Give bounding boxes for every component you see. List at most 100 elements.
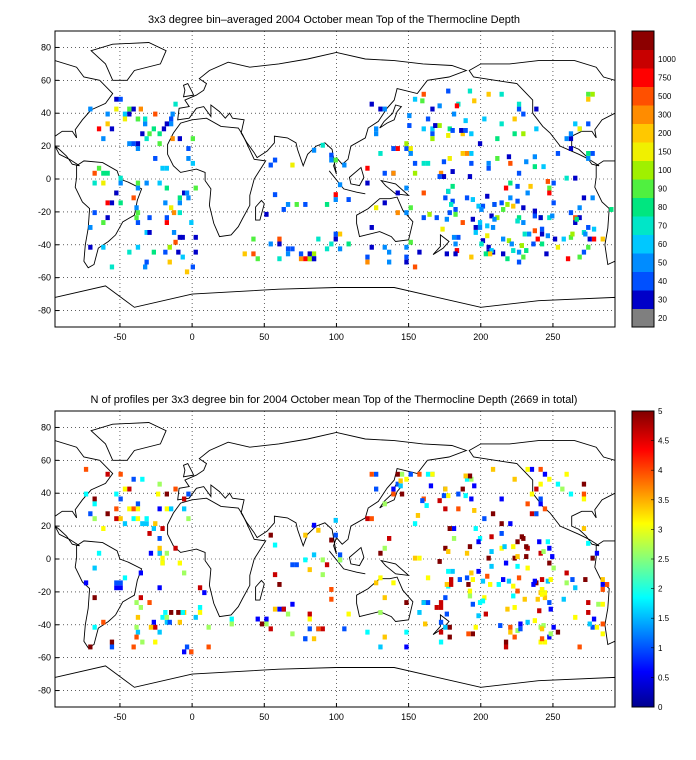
- bin-cell: [118, 496, 123, 502]
- bin-cell: [143, 116, 148, 122]
- bin-cell: [122, 116, 128, 122]
- colorbar-swatch: [632, 68, 654, 87]
- bin-cell: [485, 193, 490, 199]
- coastline: [74, 540, 143, 649]
- y-tick-label: -60: [38, 653, 51, 663]
- bin-cell: [374, 580, 379, 586]
- bin-cell: [499, 545, 504, 551]
- bin-cell: [164, 185, 169, 191]
- bin-cell: [542, 506, 548, 512]
- bin-cell: [486, 555, 491, 561]
- coastline: [379, 559, 410, 577]
- colorbar-swatch: [632, 216, 654, 235]
- bin-cell: [346, 241, 351, 247]
- bin-cell: [153, 639, 158, 645]
- bin-cell: [298, 251, 304, 257]
- x-tick-label: 50: [259, 332, 269, 342]
- bin-cell: [600, 587, 605, 592]
- y-tick-label: 60: [41, 455, 51, 465]
- bin-cell: [515, 539, 520, 545]
- coastline: [328, 550, 366, 575]
- bin-cell: [135, 185, 141, 191]
- bin-cell: [586, 96, 591, 102]
- bin-cell: [460, 220, 465, 225]
- bin-cell: [437, 103, 442, 109]
- bin-cell: [398, 478, 403, 484]
- coastline: [90, 422, 167, 461]
- bin-cell: [333, 157, 338, 163]
- x-tick-label: 150: [401, 712, 416, 722]
- bin-cell: [489, 534, 494, 540]
- bin-cell: [508, 195, 513, 201]
- bin-cell: [173, 101, 178, 107]
- bin-cell: [502, 544, 507, 550]
- bin-cell: [365, 254, 370, 260]
- bin-cell: [268, 532, 273, 538]
- bin-cell: [190, 136, 195, 142]
- bin-cell: [450, 183, 455, 189]
- bin-cell: [586, 540, 591, 546]
- bin-cell: [303, 636, 308, 642]
- y-tick-label: 60: [41, 75, 51, 85]
- bin-cell: [307, 567, 312, 573]
- colorbar-label: 1.5: [658, 614, 670, 623]
- bin-cell: [157, 629, 162, 635]
- bin-cell: [144, 136, 149, 142]
- bin-cell: [277, 256, 282, 262]
- bin-cell: [529, 466, 535, 472]
- bin-cell: [337, 182, 343, 188]
- bin-cell: [320, 572, 325, 578]
- bin-cell: [177, 136, 182, 142]
- bin-cell: [437, 174, 442, 179]
- bin-cell: [489, 549, 494, 554]
- bin-cell: [438, 639, 444, 645]
- bin-cell: [251, 251, 256, 257]
- bin-cell: [424, 503, 429, 508]
- bin-cell: [539, 241, 545, 247]
- bin-cell: [92, 496, 97, 502]
- bin-cell: [532, 164, 537, 170]
- bin-cell: [311, 251, 317, 257]
- bin-cell: [420, 498, 425, 504]
- bin-cell: [573, 585, 578, 591]
- bin-cell: [505, 606, 510, 612]
- bin-cell: [483, 611, 488, 617]
- bin-cell: [365, 516, 370, 522]
- bin-cell: [499, 521, 504, 527]
- coastline: [255, 579, 265, 601]
- bin-cell: [298, 256, 304, 262]
- bin-cell: [307, 256, 312, 262]
- bin-cell: [451, 536, 457, 541]
- bin-cell: [525, 466, 530, 472]
- bin-cell: [568, 136, 574, 142]
- bin-cell: [542, 471, 548, 477]
- x-tick-label: 200: [473, 332, 488, 342]
- bin-cell: [101, 244, 106, 250]
- bin-cell: [408, 151, 413, 156]
- bin-cell: [516, 249, 522, 255]
- bin-cell: [180, 254, 185, 260]
- bin-cell: [547, 476, 552, 482]
- colorbar-label: 750: [658, 73, 672, 82]
- bin-cell: [525, 619, 530, 625]
- colorbar-label: 70: [658, 221, 667, 230]
- bottom-y-ticks: 80 60 40 20 0 -20 -40 -60 -80: [38, 422, 59, 696]
- bin-cell: [499, 200, 504, 206]
- colorbar-label: 500: [658, 92, 672, 101]
- bin-cell: [242, 251, 247, 257]
- bin-cell: [519, 534, 524, 540]
- bin-cell: [163, 249, 168, 255]
- bin-cell: [148, 550, 154, 556]
- bin-cell: [453, 211, 458, 217]
- bin-cell: [193, 185, 198, 191]
- bin-cell: [157, 131, 162, 137]
- bin-cell: [463, 128, 468, 133]
- bin-cell: [443, 595, 448, 601]
- bin-cell: [438, 629, 444, 635]
- bin-cell: [476, 613, 481, 619]
- bin-cell: [307, 616, 312, 622]
- bin-cell: [480, 238, 486, 244]
- bin-cell: [101, 619, 106, 625]
- bin-cell: [290, 562, 295, 568]
